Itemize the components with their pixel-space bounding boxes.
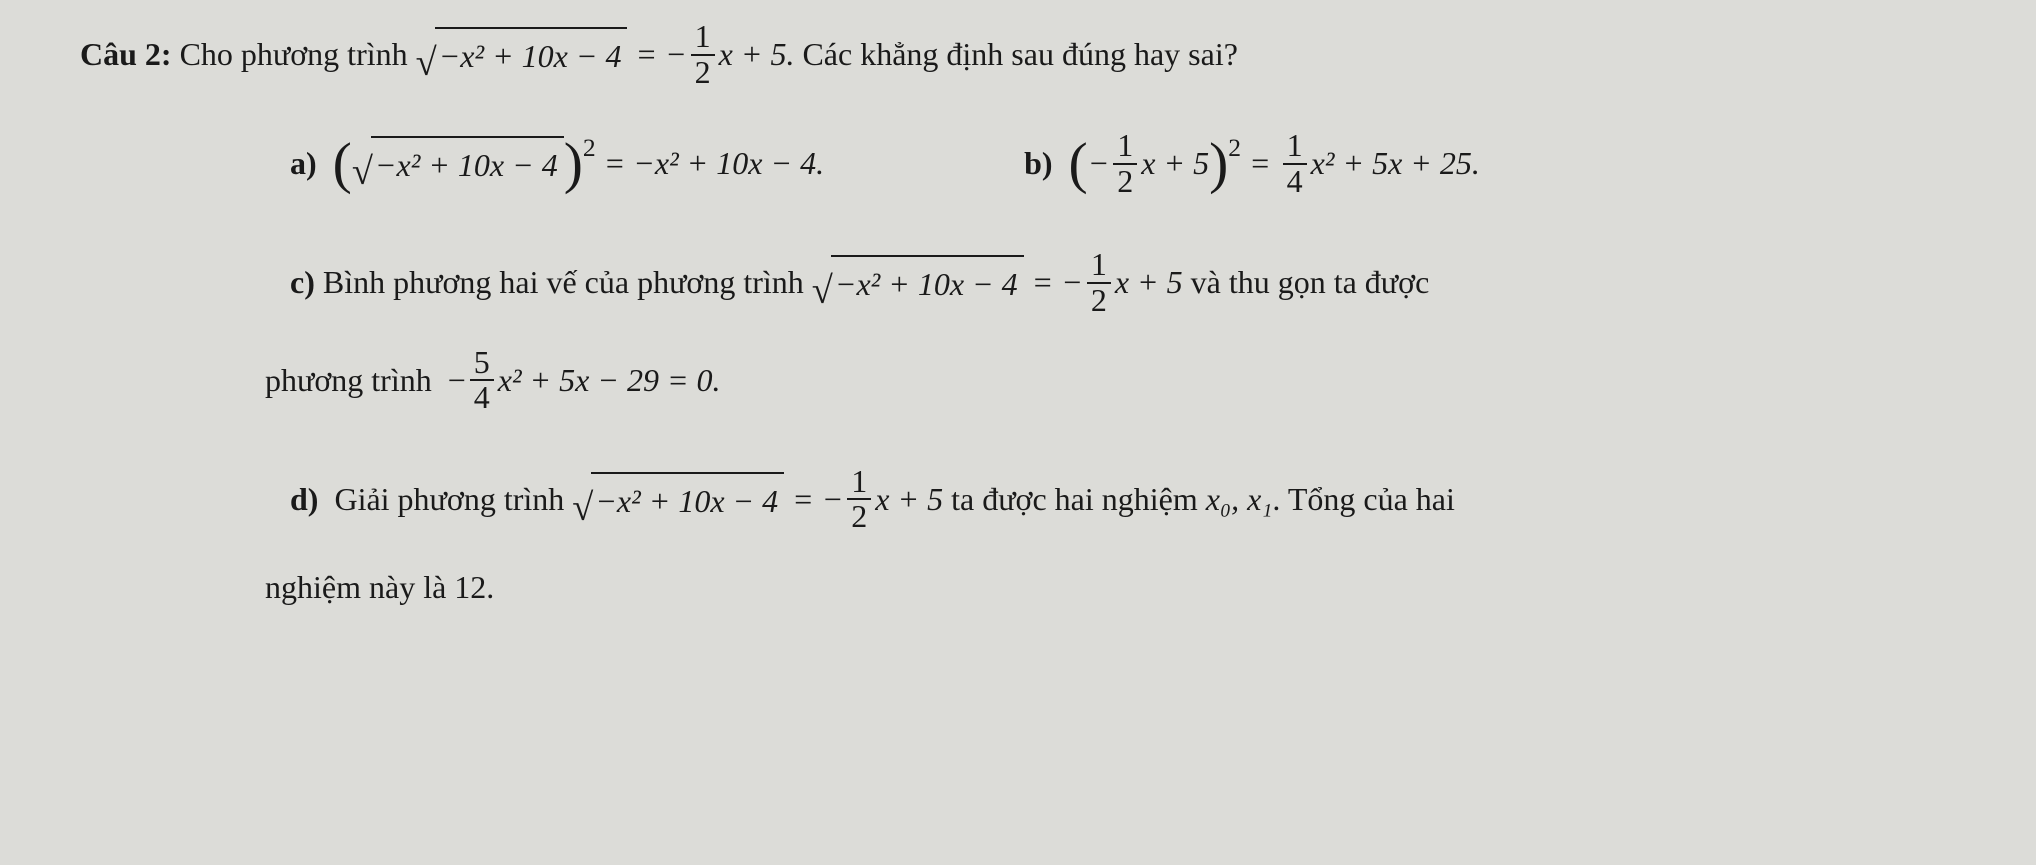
part-a-sqrt: √ −x² + 10x − 4 bbox=[352, 136, 564, 191]
part-d-roots: x₀, x₁ bbox=[1206, 474, 1273, 525]
spacer bbox=[317, 138, 333, 189]
question-frac-num: 1 bbox=[691, 20, 715, 56]
part-a-power: 2 bbox=[583, 128, 596, 169]
part-b: b) ( − 1 2 x + 5 ) 2 = 1 4 x² + 5x + 25. bbox=[1024, 129, 1480, 198]
part-d-line2-text: nghiệm này là 12. bbox=[265, 562, 494, 613]
part-a: a) ( √ −x² + 10x − 4 ) 2 = −x² + 10x − 4… bbox=[290, 136, 824, 191]
question-eq-mid: = − bbox=[627, 29, 686, 80]
part-a-radicand: −x² + 10x − 4 bbox=[371, 136, 564, 191]
part-d-sqrt: √ −x² + 10x − 4 bbox=[572, 472, 784, 527]
radical-icon: √ bbox=[572, 489, 593, 527]
part-b-frac-r: 1 4 bbox=[1283, 129, 1307, 198]
part-c-line2: phương trình − 5 4 x² + 5x − 29 = 0. bbox=[80, 346, 1976, 415]
part-b-frac-l-num: 1 bbox=[1113, 129, 1137, 165]
radical-icon: √ bbox=[352, 153, 373, 191]
part-c-eq-mid: = − bbox=[1024, 257, 1083, 308]
part-b-label: b) bbox=[1024, 138, 1052, 189]
question-label: Câu 2: bbox=[80, 29, 172, 80]
part-b-frac-l: 1 2 bbox=[1113, 129, 1137, 198]
document-page: Câu 2: Cho phương trình √ −x² + 10x − 4 … bbox=[0, 0, 2036, 661]
radical-icon: √ bbox=[416, 44, 437, 82]
part-d-eq-mid: = − bbox=[784, 474, 843, 525]
question-frac-den: 2 bbox=[691, 56, 715, 90]
paren-close-icon: ) bbox=[564, 141, 583, 187]
part-b-frac-r-num: 1 bbox=[1283, 129, 1307, 165]
part-c-line2-tail: x² + 5x − 29 = 0. bbox=[498, 355, 721, 406]
part-c-sqrt: √ −x² + 10x − 4 bbox=[812, 255, 1024, 310]
part-c-line2-before: phương trình − bbox=[265, 355, 466, 406]
part-d-after: . Tổng của hai bbox=[1272, 474, 1454, 525]
part-c-radicand: −x² + 10x − 4 bbox=[831, 255, 1024, 310]
part-d-line1: d) Giải phương trình √ −x² + 10x − 4 = −… bbox=[80, 465, 1976, 534]
paren-close-icon: ) bbox=[1209, 141, 1228, 187]
part-d-radicand: −x² + 10x − 4 bbox=[591, 472, 784, 527]
question-header-row: Câu 2: Cho phương trình √ −x² + 10x − 4 … bbox=[80, 20, 1976, 89]
part-d-eq-tail: x + 5 bbox=[875, 474, 943, 525]
paren-open-icon: ( bbox=[1069, 141, 1088, 187]
part-c-line2-frac-den: 4 bbox=[470, 381, 494, 415]
part-b-power: 2 bbox=[1228, 128, 1241, 169]
part-c-before: Bình phương hai vế của phương trình bbox=[315, 257, 812, 308]
radical-icon: √ bbox=[812, 272, 833, 310]
part-a-label: a) bbox=[290, 138, 317, 189]
part-d-line2: nghiệm này là 12. bbox=[80, 562, 1976, 613]
part-b-frac-l-den: 2 bbox=[1113, 165, 1137, 199]
parts-a-b-row: a) ( √ −x² + 10x − 4 ) 2 = −x² + 10x − 4… bbox=[80, 129, 1976, 198]
question-radicand: −x² + 10x − 4 bbox=[435, 27, 628, 82]
part-b-neg: − bbox=[1088, 138, 1110, 189]
part-d-label: d) bbox=[290, 474, 318, 525]
part-c-label: c) bbox=[290, 257, 315, 308]
part-a-rhs: = −x² + 10x − 4. bbox=[596, 138, 824, 189]
part-d-frac-num: 1 bbox=[847, 465, 871, 501]
paren-open-icon: ( bbox=[333, 141, 352, 187]
part-c-line2-frac: 5 4 bbox=[470, 346, 494, 415]
part-d-before: Giải phương trình bbox=[318, 474, 572, 525]
question-frac: 1 2 bbox=[691, 20, 715, 89]
part-c-frac-den: 2 bbox=[1087, 284, 1111, 318]
spacer bbox=[1053, 138, 1069, 189]
part-b-lhs-tail: x + 5 bbox=[1141, 138, 1209, 189]
part-c-after: và thu gọn ta được bbox=[1183, 257, 1430, 308]
part-c-line2-frac-num: 5 bbox=[470, 346, 494, 382]
part-c-eq-tail: x + 5 bbox=[1115, 257, 1183, 308]
question-sqrt: √ −x² + 10x − 4 bbox=[416, 27, 628, 82]
part-d-frac-den: 2 bbox=[847, 500, 871, 534]
part-c-frac: 1 2 bbox=[1087, 248, 1111, 317]
question-trail: Các khẳng định sau đúng hay sai? bbox=[794, 29, 1237, 80]
part-b-frac-r-den: 4 bbox=[1283, 165, 1307, 199]
part-c-line1: c) Bình phương hai vế của phương trình √… bbox=[80, 248, 1976, 317]
part-d-frac: 1 2 bbox=[847, 465, 871, 534]
part-b-rhs-tail: x² + 5x + 25. bbox=[1311, 138, 1480, 189]
part-d-mid: ta được hai nghiệm bbox=[943, 474, 1206, 525]
part-b-eq: = bbox=[1241, 138, 1279, 189]
part-c-frac-num: 1 bbox=[1087, 248, 1111, 284]
question-lead: Cho phương trình bbox=[172, 29, 416, 80]
question-eq-tail: x + 5. bbox=[719, 29, 795, 80]
